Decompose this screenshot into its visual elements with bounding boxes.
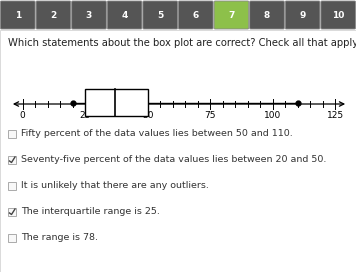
Text: 3: 3 — [86, 11, 92, 20]
Text: 9: 9 — [299, 11, 306, 20]
Bar — [8, 234, 16, 242]
Text: 6: 6 — [193, 11, 199, 20]
Text: 4: 4 — [121, 11, 128, 20]
Text: Fifty percent of the data values lies between 50 and 110.: Fifty percent of the data values lies be… — [21, 129, 293, 138]
Text: 125: 125 — [327, 111, 344, 120]
Text: 8: 8 — [264, 11, 270, 20]
FancyBboxPatch shape — [143, 1, 178, 29]
Text: 10: 10 — [332, 11, 344, 20]
Text: 7: 7 — [228, 11, 235, 20]
FancyBboxPatch shape — [285, 1, 320, 29]
FancyBboxPatch shape — [178, 1, 213, 29]
Bar — [8, 182, 16, 190]
Text: 50: 50 — [142, 111, 153, 120]
Text: Which statements about the box plot are correct? Check all that apply.: Which statements about the box plot are … — [8, 38, 356, 48]
Text: 5: 5 — [157, 11, 163, 20]
FancyBboxPatch shape — [321, 1, 356, 29]
Text: 2: 2 — [50, 11, 57, 20]
FancyBboxPatch shape — [214, 1, 249, 29]
Text: 1: 1 — [15, 11, 21, 20]
Text: Seventy-five percent of the data values lies between 20 and 50.: Seventy-five percent of the data values … — [21, 156, 326, 165]
Text: The range is 78.: The range is 78. — [21, 233, 98, 243]
FancyBboxPatch shape — [72, 1, 106, 29]
Bar — [8, 208, 16, 216]
FancyBboxPatch shape — [107, 1, 142, 29]
FancyBboxPatch shape — [250, 1, 284, 29]
FancyBboxPatch shape — [0, 1, 35, 29]
Bar — [8, 130, 16, 138]
Text: The interquartile range is 25.: The interquartile range is 25. — [21, 208, 160, 217]
Text: It is unlikely that there are any outliers.: It is unlikely that there are any outlie… — [21, 181, 209, 190]
Text: 75: 75 — [205, 111, 216, 120]
Text: 0: 0 — [20, 111, 25, 120]
FancyBboxPatch shape — [36, 1, 71, 29]
Text: 25: 25 — [79, 111, 91, 120]
Text: 100: 100 — [264, 111, 282, 120]
Bar — [85, 89, 148, 116]
Bar — [8, 156, 16, 164]
